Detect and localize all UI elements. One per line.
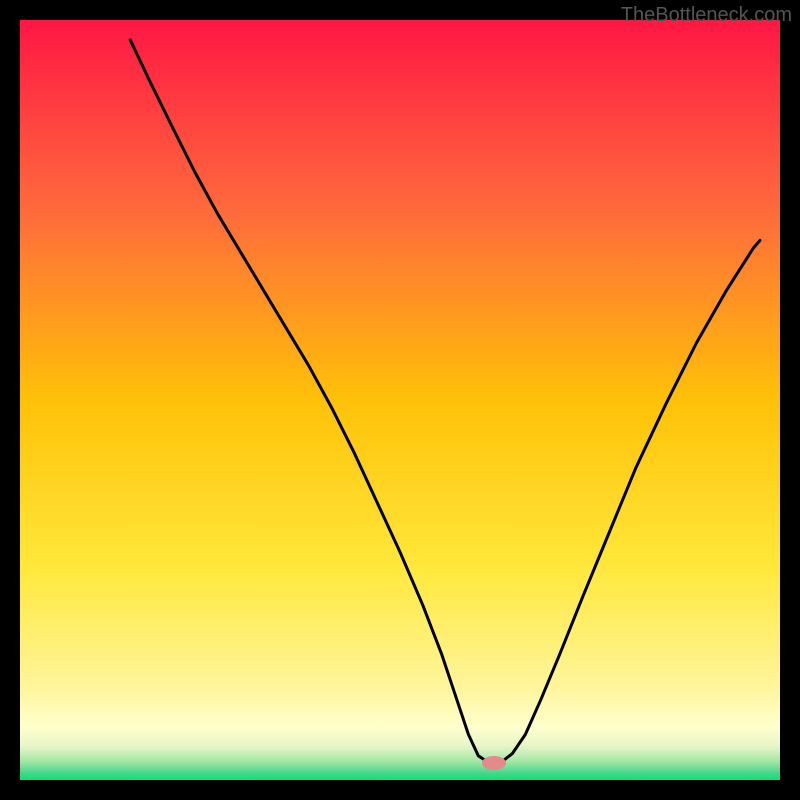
bottleneck-chart: TheBottleneck.com bbox=[0, 0, 800, 800]
optimal-point-marker bbox=[482, 756, 506, 770]
watermark-label: TheBottleneck.com bbox=[621, 4, 792, 27]
chart-svg bbox=[0, 0, 800, 800]
chart-plot-area bbox=[20, 20, 780, 780]
